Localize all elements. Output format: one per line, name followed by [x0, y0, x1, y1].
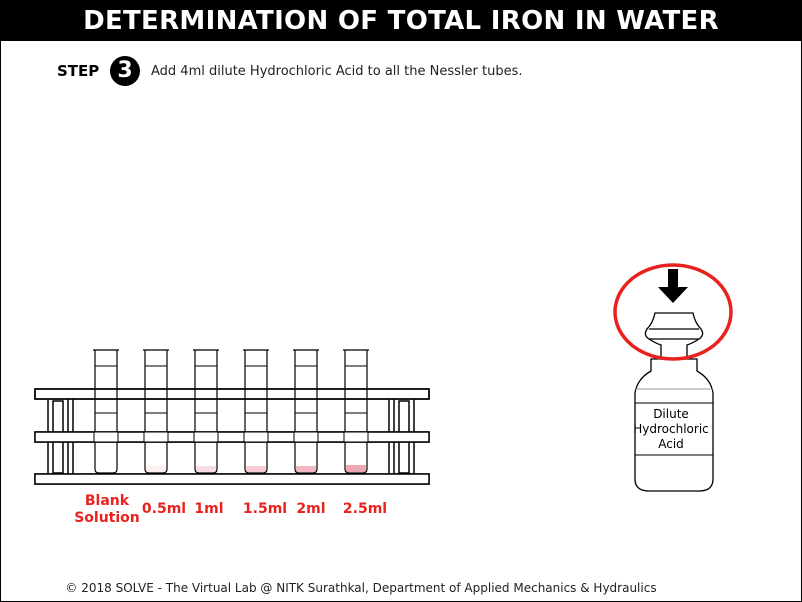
rack-tube-holes — [93, 431, 369, 443]
tube-label-line: Solution — [74, 510, 140, 526]
tube-liquid — [146, 466, 166, 472]
nessler-tube-6[interactable] — [343, 349, 369, 474]
nessler-tube-1[interactable] — [93, 349, 119, 474]
bottle-label-line1: Dilute — [653, 407, 689, 421]
step-label: STEP — [57, 62, 100, 80]
tube-label-2-5ml: 2.5ml — [342, 501, 388, 517]
nessler-tube-4[interactable] — [243, 349, 269, 474]
bottle-stopper[interactable] — [644, 312, 704, 360]
down-arrow-icon — [658, 269, 688, 303]
bottle-label-line3: Acid — [658, 437, 684, 451]
bottle-label-line2: Hydrochloric — [633, 422, 709, 436]
tube-liquid — [196, 466, 216, 472]
page-title: DETERMINATION OF TOTAL IRON IN WATER — [1, 1, 801, 41]
tube-label-2ml: 2ml — [296, 501, 326, 517]
step-number-badge: 3 — [110, 56, 140, 86]
tube-label-1-5ml: 1.5ml — [242, 501, 288, 517]
nessler-tube-5[interactable] — [293, 349, 319, 474]
highlight-circle — [613, 263, 733, 361]
tube-liquid — [246, 466, 266, 472]
nessler-tube-2[interactable] — [143, 349, 169, 474]
step-instruction: Add 4ml dilute Hydrochloric Acid to all … — [151, 64, 523, 79]
tube-label-0-5ml: 0.5ml — [141, 501, 187, 517]
tube-label-1ml: 1ml — [194, 501, 224, 517]
nessler-tube-3[interactable] — [193, 349, 219, 474]
tube-liquid — [346, 465, 366, 472]
tube-label-blank: Blank Solution — [73, 493, 141, 527]
rack-front-bars — [34, 388, 430, 485]
bottle-label: Dilute Hydrochloric Acid — [629, 407, 713, 452]
footer-copyright: © 2018 SOLVE - The Virtual Lab @ NITK Su… — [65, 581, 657, 595]
hcl-bottle[interactable] — [634, 358, 714, 492]
tube-label-line: Blank — [84, 493, 130, 509]
tube-liquid — [296, 466, 316, 472]
tube-liquid — [95, 471, 117, 472]
